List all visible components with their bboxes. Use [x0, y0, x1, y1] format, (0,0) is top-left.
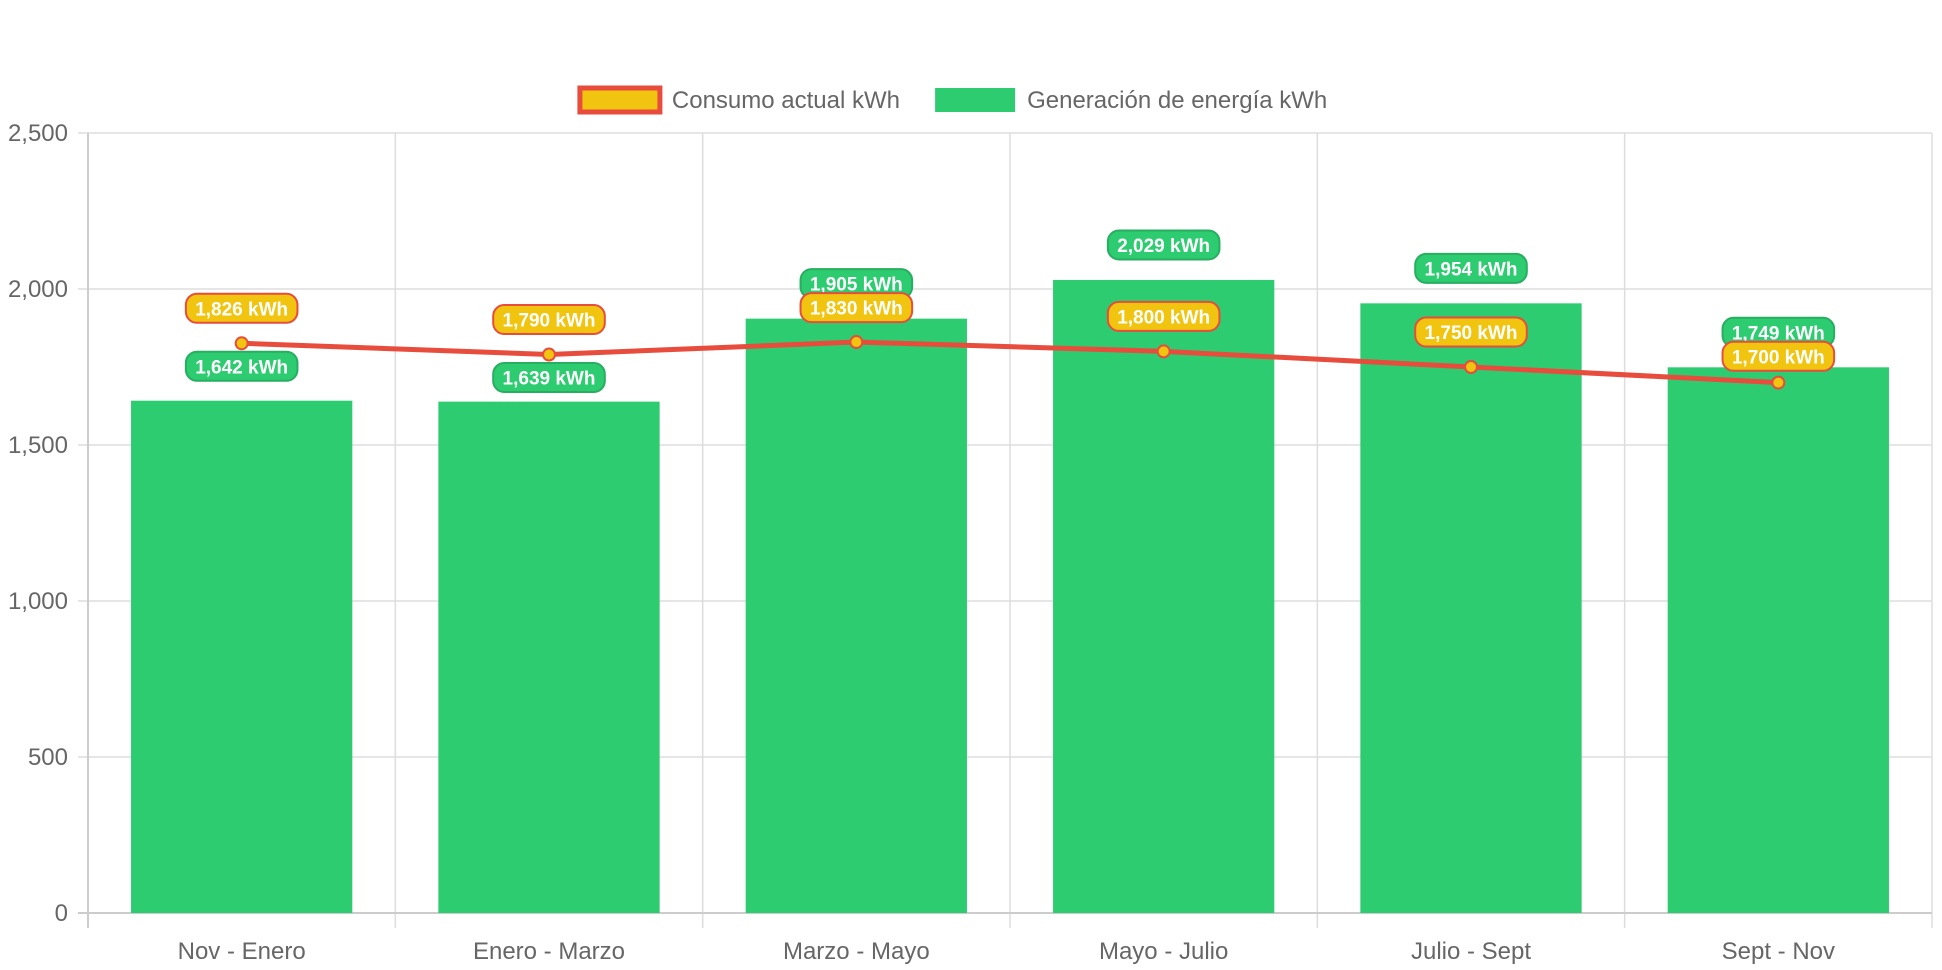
bar — [745, 318, 967, 913]
bar-value-label-bg — [1106, 229, 1221, 261]
line-value-label-bg — [1721, 340, 1836, 372]
line-point — [1464, 360, 1478, 374]
bar-value-label: 2,029 kWh — [1106, 229, 1221, 261]
line-value-label-bg — [799, 292, 914, 324]
bar-value-label-text: 1,642 kWh — [195, 357, 288, 378]
legend-label: Consumo actual kWh — [672, 87, 900, 114]
consumption-line — [239, 339, 1781, 386]
bar-value-label-text: 1,749 kWh — [1732, 323, 1825, 344]
bar-layer — [131, 279, 1889, 913]
legend-swatch — [935, 88, 1016, 112]
bar-value-label: 1,954 kWh — [1414, 252, 1528, 284]
bar-value-label-bg — [492, 362, 606, 394]
line-value-label-text: 1,800 kWh — [1117, 307, 1210, 328]
x-tick-label: Enero - Marzo — [473, 938, 625, 965]
line-layer — [234, 335, 1786, 390]
bar-value-label-text: 2,029 kWh — [1117, 236, 1210, 257]
line-value-label: 1,790 kWh — [492, 304, 606, 336]
bar-value-label: 1,642 kWh — [184, 350, 299, 382]
x-tick-label: Nov - Enero — [178, 938, 306, 965]
legend-item: Generación de energía kWh — [935, 87, 1327, 114]
legend-item: Consumo actual kWh — [577, 85, 900, 115]
line-value-label: 1,700 kWh — [1721, 340, 1836, 372]
x-tick-label: Marzo - Mayo — [783, 938, 930, 965]
line-value-label-text: 1,830 kWh — [810, 299, 903, 320]
bar — [438, 401, 660, 913]
line-value-label-text: 1,700 kWh — [1732, 347, 1825, 368]
bar-value-label-bg — [184, 350, 299, 382]
bar — [1053, 279, 1275, 913]
data-label-layer: 1,642 kWh 1,826 kWh 1,639 kWh 1,790 kWh 1,90… — [184, 229, 1836, 394]
y-tick-label: 1,000 — [8, 588, 68, 615]
y-tick-label: 2,500 — [8, 120, 68, 147]
x-tick-label: Sept - Nov — [1722, 938, 1835, 965]
line-value-label-bg — [1106, 300, 1221, 332]
bar-value-label-text: 1,905 kWh — [810, 275, 903, 296]
bar-value-label-text: 1,639 kWh — [503, 369, 596, 390]
y-tick-label: 1,500 — [8, 432, 68, 459]
x-tick-label: Julio - Sept — [1411, 938, 1531, 965]
axis-layer: 0 500 1,000 1,500 2,000 2,500 Nov - Enero Enero… — [8, 120, 1932, 965]
line-value-label-text: 1,790 kWh — [503, 311, 596, 332]
line-point — [542, 347, 556, 362]
bar — [1360, 303, 1582, 913]
legend-label: Generación de energía kWh — [1027, 87, 1327, 114]
legend-swatch — [577, 85, 663, 115]
bar — [1667, 367, 1889, 913]
line-value-label-bg — [492, 304, 606, 336]
bar-value-label: 1,639 kWh — [492, 362, 606, 394]
line-point — [1156, 344, 1171, 359]
line-value-label: 1,826 kWh — [184, 292, 299, 324]
bar-value-label-text: 1,954 kWh — [1425, 259, 1518, 280]
line-point — [1771, 375, 1786, 390]
line-value-label: 1,750 kWh — [1414, 316, 1528, 348]
line-point — [849, 335, 864, 350]
bar — [131, 400, 353, 913]
line-point — [234, 336, 249, 351]
legend: Consumo actual kWh Generación de energía … — [577, 85, 1327, 115]
bar-value-label-bg — [1414, 252, 1528, 284]
y-tick-label: 2,000 — [8, 276, 68, 303]
bar-value-label: 1,749 kWh — [1721, 316, 1836, 348]
line-value-label-text: 1,826 kWh — [195, 299, 288, 320]
line-value-label: 1,830 kWh — [799, 292, 914, 324]
line-value-label-text: 1,750 kWh — [1425, 323, 1518, 344]
y-tick-label: 0 — [55, 900, 68, 927]
x-tick-label: Mayo - Julio — [1099, 938, 1228, 965]
line-value-label-bg — [1414, 316, 1528, 348]
grid-layer — [78, 132, 1933, 928]
y-tick-label: 500 — [28, 744, 68, 771]
line-value-label-bg — [184, 292, 299, 324]
line-value-label: 1,800 kWh — [1106, 300, 1221, 332]
